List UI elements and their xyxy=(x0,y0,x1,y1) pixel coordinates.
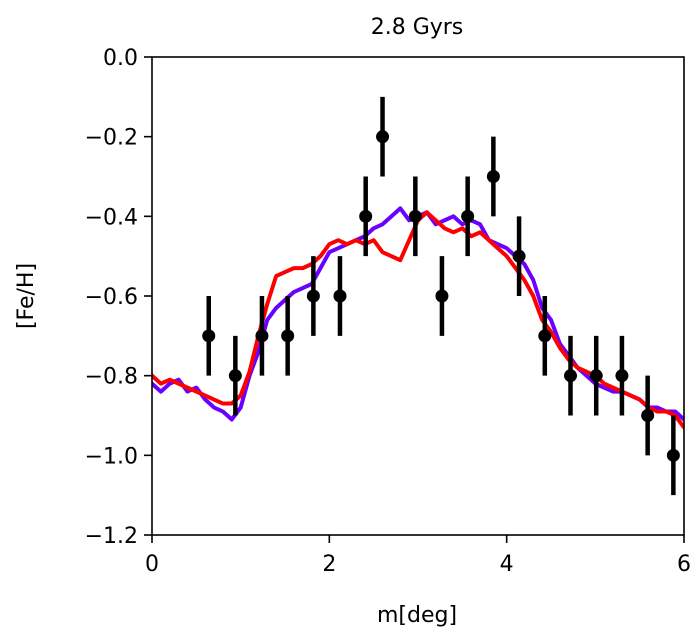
data-point xyxy=(641,409,655,422)
data-point xyxy=(228,369,242,383)
y-tick-label: −0.6 xyxy=(85,285,138,310)
data-point xyxy=(333,289,347,303)
series-line-2 xyxy=(152,210,684,430)
x-tick-label: 0 xyxy=(145,552,159,577)
y-tick-label: 0.0 xyxy=(103,46,138,71)
y-axis-label: [Fe/H] xyxy=(14,263,39,329)
x-tick-label: 2 xyxy=(322,552,336,577)
y-tick-label: −1.0 xyxy=(85,444,138,469)
data-point xyxy=(666,448,680,462)
data-point xyxy=(408,209,422,223)
data-point xyxy=(306,289,320,303)
data-point xyxy=(615,369,629,383)
data-point xyxy=(564,369,578,383)
y-tick-label: −0.4 xyxy=(85,205,138,230)
data-point xyxy=(538,329,552,343)
data-point xyxy=(512,249,526,263)
y-tick-label: −1.2 xyxy=(85,524,138,549)
chart-title: 2.8 Gyrs xyxy=(371,15,464,40)
data-point xyxy=(589,369,603,383)
data-point xyxy=(376,130,390,144)
data-point xyxy=(486,170,500,183)
data-point xyxy=(359,209,373,223)
data-point xyxy=(461,209,475,223)
data-point xyxy=(281,329,295,343)
y-tick-label: −0.2 xyxy=(85,126,138,151)
series-line-1 xyxy=(152,206,684,422)
y-tick-label: −0.8 xyxy=(85,365,138,390)
x-tick-label: 4 xyxy=(500,552,514,577)
plot-frame xyxy=(151,56,685,536)
x-axis-label: m[deg] xyxy=(377,603,457,628)
data-point xyxy=(435,289,449,303)
data-point xyxy=(255,329,269,343)
data-point xyxy=(202,329,216,343)
plot-area: 0 2 4 6 0.0 −0.2 −0.4 −0.6 −0.8 −1.0 −1.2 xyxy=(85,46,691,577)
x-tick-label: 6 xyxy=(677,552,691,577)
